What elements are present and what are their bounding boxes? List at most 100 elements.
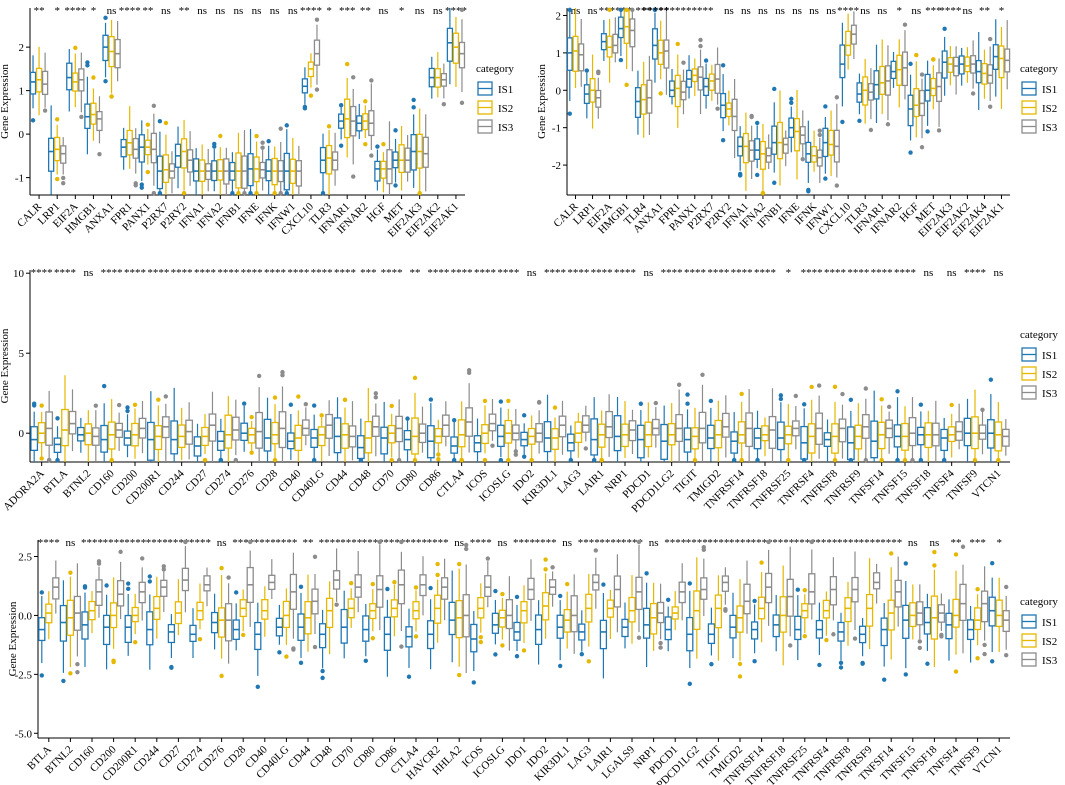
outlier-point [658, 640, 663, 646]
box-body [748, 140, 755, 162]
outlier-point [73, 45, 78, 51]
x-tick-label: LAIR1 [576, 468, 607, 499]
outlier-point [953, 669, 959, 674]
outlier-point [490, 443, 495, 448]
box-body [663, 39, 670, 69]
box-IS1 [771, 86, 778, 185]
significance-label: **** [664, 537, 686, 549]
box-body [590, 418, 599, 456]
box-IS3 [150, 103, 158, 196]
outlier-point [75, 669, 80, 675]
significance-label: **** [334, 267, 356, 279]
outlier-point [749, 114, 754, 120]
outlier-point [737, 173, 743, 178]
box-IS3 [919, 72, 926, 150]
outlier-point [412, 375, 418, 381]
box-IS1 [617, 7, 624, 63]
box-body [907, 94, 914, 127]
box-IS3 [808, 539, 816, 620]
outlier-point [903, 672, 908, 677]
box-IS1 [356, 103, 363, 140]
outlier-point [936, 128, 942, 133]
box-body [313, 39, 321, 66]
box-body [759, 140, 766, 170]
significance-label: *** [925, 5, 942, 17]
box-body [994, 421, 1003, 452]
box-body [387, 424, 396, 444]
box-body [879, 65, 886, 95]
outlier-point [399, 644, 404, 649]
outlier-point [464, 542, 469, 548]
outlier-point [256, 373, 262, 379]
legend-label: IS1 [498, 84, 513, 96]
outlier-point [342, 397, 348, 403]
outlier-point [319, 413, 324, 418]
box-body [53, 437, 62, 454]
x-tick-label: CD70 [329, 743, 356, 770]
outlier-point [737, 674, 743, 679]
box-body [924, 73, 931, 102]
outlier-point [389, 457, 394, 463]
outlier-point [860, 661, 865, 666]
box-IS1 [66, 49, 73, 112]
box-IS1 [634, 70, 641, 135]
outlier-point [941, 457, 947, 463]
box-IS2 [344, 61, 351, 158]
box-IS2 [153, 576, 161, 639]
box-IS2 [794, 89, 801, 180]
box-body [318, 623, 327, 649]
box-IS1 [426, 397, 435, 462]
outlier-point [579, 651, 584, 657]
box-body [120, 138, 127, 158]
box-body [995, 599, 1003, 628]
box-IS1 [772, 595, 780, 652]
outlier-point [358, 457, 364, 463]
legend-label: IS3 [1042, 655, 1058, 667]
y-tick-label: 10 [13, 268, 25, 280]
outlier-point [687, 581, 692, 586]
box-IS2 [896, 39, 903, 108]
outlier-point [457, 672, 462, 678]
box-IS2 [341, 397, 349, 462]
box-IS2 [45, 591, 53, 640]
box-body [295, 160, 303, 187]
box-IS1 [156, 118, 164, 196]
box-IS1 [146, 574, 154, 670]
significance-label: **** [124, 537, 146, 549]
box-body [138, 134, 145, 163]
box-IS3 [748, 113, 755, 179]
significance-label: **** [754, 267, 776, 279]
box-IS1 [750, 598, 759, 664]
box-IS2 [585, 573, 593, 664]
y-tick-label: 0 [19, 428, 25, 440]
outlier-point [91, 75, 96, 80]
outlier-point [889, 551, 894, 556]
box-IS2 [261, 586, 269, 637]
box-body [664, 616, 672, 641]
outlier-point [703, 58, 709, 63]
box-body [988, 596, 996, 627]
box-IS3 [354, 551, 362, 613]
box-IS2 [714, 575, 723, 661]
box-body [941, 50, 948, 79]
outlier-point [676, 382, 682, 387]
outlier-point [278, 190, 283, 196]
outlier-point [550, 565, 555, 570]
box-IS2 [649, 582, 658, 651]
outlier-point [838, 660, 844, 666]
box-body [737, 421, 746, 444]
box-IS2 [947, 46, 954, 86]
box-IS1 [686, 581, 694, 686]
box-IS3 [628, 409, 637, 454]
box-IS3 [231, 399, 240, 463]
box-IS2 [247, 414, 256, 455]
box-IS1 [992, 19, 999, 97]
box-IS3 [116, 549, 125, 620]
outlier-point [61, 180, 66, 186]
significance-label: ns [234, 5, 244, 17]
box-body [721, 412, 730, 438]
box-body [90, 102, 97, 125]
outlier-point [755, 172, 760, 178]
box-IS3 [885, 404, 894, 454]
box-IS2 [271, 395, 279, 463]
